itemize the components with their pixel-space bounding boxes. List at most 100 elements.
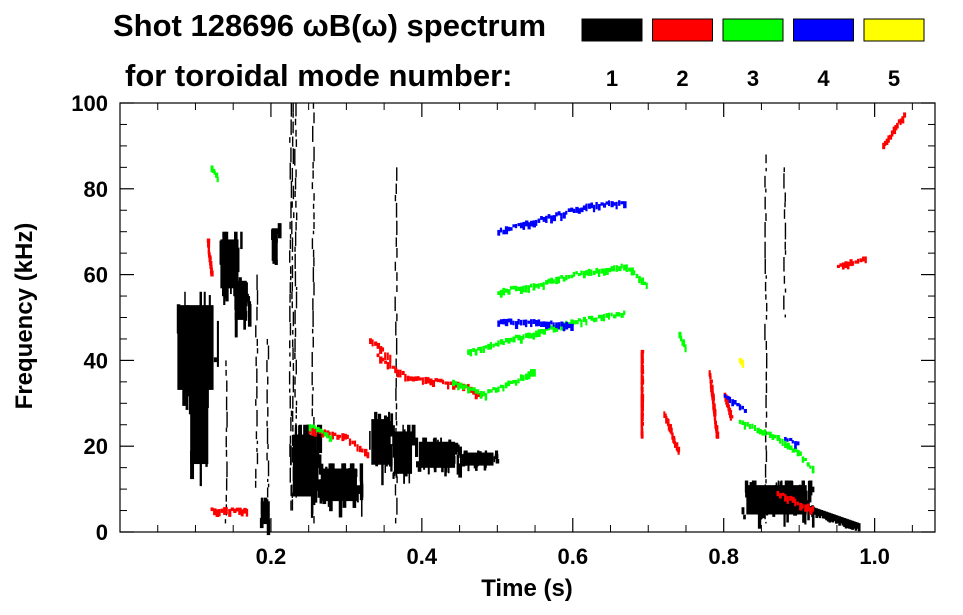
- mode-trace-dot: [811, 465, 815, 474]
- spectral-blob-speck: [263, 497, 266, 513]
- spectral-streak: [292, 185, 295, 200]
- spectral-streak: [255, 356, 257, 367]
- spectral-streak: [288, 371, 291, 385]
- mode-trace-dot: [542, 329, 546, 335]
- spectral-streak: [784, 250, 787, 255]
- spectral-band-segment: [767, 491, 771, 500]
- mode-trace-dot: [575, 206, 579, 213]
- spectral-blob-speck: [384, 459, 388, 467]
- spectral-streak: [765, 521, 767, 524]
- spectral-streak: [255, 468, 257, 479]
- spectral-streak: [396, 247, 398, 258]
- mode-trace-dot: [776, 434, 780, 442]
- mode-trace-dot: [524, 285, 528, 293]
- spectral-blob-speck: [271, 229, 274, 241]
- mode-trace-dot: [469, 387, 473, 391]
- spectral-blob-speck: [786, 480, 789, 501]
- mode-trace-dot: [376, 342, 381, 349]
- spectral-streak: [291, 301, 293, 309]
- spectral-blob-speck: [384, 442, 387, 473]
- spectral-streak: [292, 363, 295, 371]
- mode-trace-dot: [806, 462, 810, 467]
- mode-trace-dot: [426, 377, 430, 384]
- spectral-streak: [765, 340, 768, 350]
- mode-trace-dot: [560, 275, 564, 279]
- mode-trace-dot: [474, 389, 478, 394]
- spectral-streak: [291, 339, 294, 348]
- spectral-streak: [266, 487, 269, 498]
- spectral-blob-speck: [745, 492, 747, 498]
- spectral-streak: [295, 400, 298, 406]
- spectral-streak: [291, 492, 294, 498]
- mode-trace-dot: [550, 325, 553, 330]
- spectral-blob-speck: [199, 291, 203, 335]
- mode-trace-dot: [768, 431, 772, 439]
- spectral-blob-speck: [317, 479, 322, 498]
- spectral-band-segment: [818, 509, 822, 519]
- mode-trace-dot: [308, 424, 312, 432]
- spectral-streak: [764, 484, 767, 495]
- spectral-blob-speck: [262, 502, 265, 509]
- y-axis-label: Frequency (kHz): [11, 223, 38, 410]
- spectral-streak: [291, 410, 294, 422]
- spectral-streak: [226, 411, 228, 428]
- mode-trace-dot: [381, 357, 385, 362]
- spectral-band-segment: [839, 516, 843, 524]
- mode-trace-dot: [582, 205, 586, 211]
- spectral-blob-speck: [352, 490, 357, 508]
- mode-trace-dot: [524, 333, 528, 338]
- mode-trace-dot: [570, 323, 574, 332]
- mode-trace-dot: [885, 138, 889, 145]
- mode-trace-dot: [779, 438, 782, 444]
- mode-trace-dot: [208, 256, 212, 260]
- spectral-streak: [765, 394, 767, 409]
- spectral-streak: [256, 386, 258, 399]
- spectral-band-segment: [763, 489, 766, 499]
- spectral-blob-speck: [289, 445, 292, 466]
- spectral-band-segment: [795, 501, 799, 510]
- x-axis-label: Time (s): [481, 575, 573, 602]
- spectral-streak: [294, 190, 296, 197]
- mode-trace-dot: [590, 202, 593, 209]
- spectral-blob-speck: [381, 422, 385, 430]
- mode-trace-dot: [640, 366, 644, 373]
- spectral-streak: [765, 314, 768, 320]
- mode-trace-dot: [565, 274, 568, 281]
- mode-trace-dot: [519, 319, 523, 326]
- spectral-band-segment: [835, 515, 838, 524]
- spectral-blob-speck: [784, 480, 787, 503]
- legend-swatch-2: [652, 18, 713, 42]
- spectral-streak: [290, 201, 292, 219]
- mode-trace-dot: [215, 172, 219, 178]
- spectral-blob-speck: [201, 366, 205, 431]
- spectral-streak: [395, 378, 397, 388]
- spectral-streak: [312, 203, 315, 209]
- spectral-streak: [290, 103, 293, 117]
- mode-trace-dot: [547, 321, 551, 329]
- spectral-streak: [765, 188, 767, 193]
- mode-trace-dot: [640, 375, 644, 381]
- spectral-blob-speck: [787, 480, 790, 498]
- spectral-streak: [267, 508, 269, 523]
- spectral-band-segment: [792, 500, 796, 510]
- spectral-blob-speck: [489, 453, 493, 463]
- mode-trace-dot: [684, 344, 687, 353]
- spectral-streak: [267, 345, 270, 360]
- mode-trace-dot: [316, 426, 320, 433]
- mode-trace-dot: [801, 456, 805, 463]
- spectral-streak: [256, 290, 259, 305]
- spectral-blob-speck: [452, 455, 456, 464]
- spectral-streak: [295, 477, 297, 495]
- spectral-streak: [764, 241, 766, 259]
- mode-trace-dot: [497, 340, 500, 347]
- spectral-blob-speck: [294, 424, 298, 460]
- spectral-streak: [311, 238, 314, 250]
- mode-trace-dot: [713, 411, 717, 416]
- spectral-blob-speck: [209, 328, 213, 363]
- spectral-band-segment: [774, 493, 778, 502]
- spectral-blob-speck: [246, 296, 251, 301]
- spectral-band-segment: [777, 495, 781, 503]
- spectral-streak: [312, 443, 314, 459]
- spectral-band-segment: [815, 508, 819, 519]
- spectral-streak: [294, 338, 296, 353]
